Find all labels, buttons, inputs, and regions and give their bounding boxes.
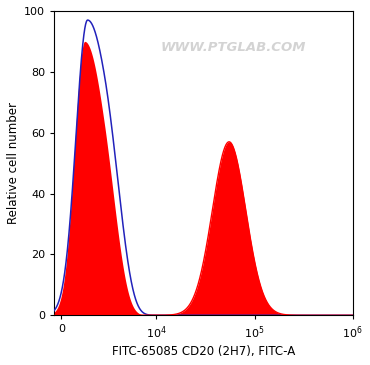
X-axis label: FITC-65085 CD20 (2H7), FITC-A: FITC-65085 CD20 (2H7), FITC-A: [112, 345, 295, 358]
Text: WWW.PTGLAB.COM: WWW.PTGLAB.COM: [161, 41, 306, 54]
Y-axis label: Relative cell number: Relative cell number: [7, 102, 20, 224]
